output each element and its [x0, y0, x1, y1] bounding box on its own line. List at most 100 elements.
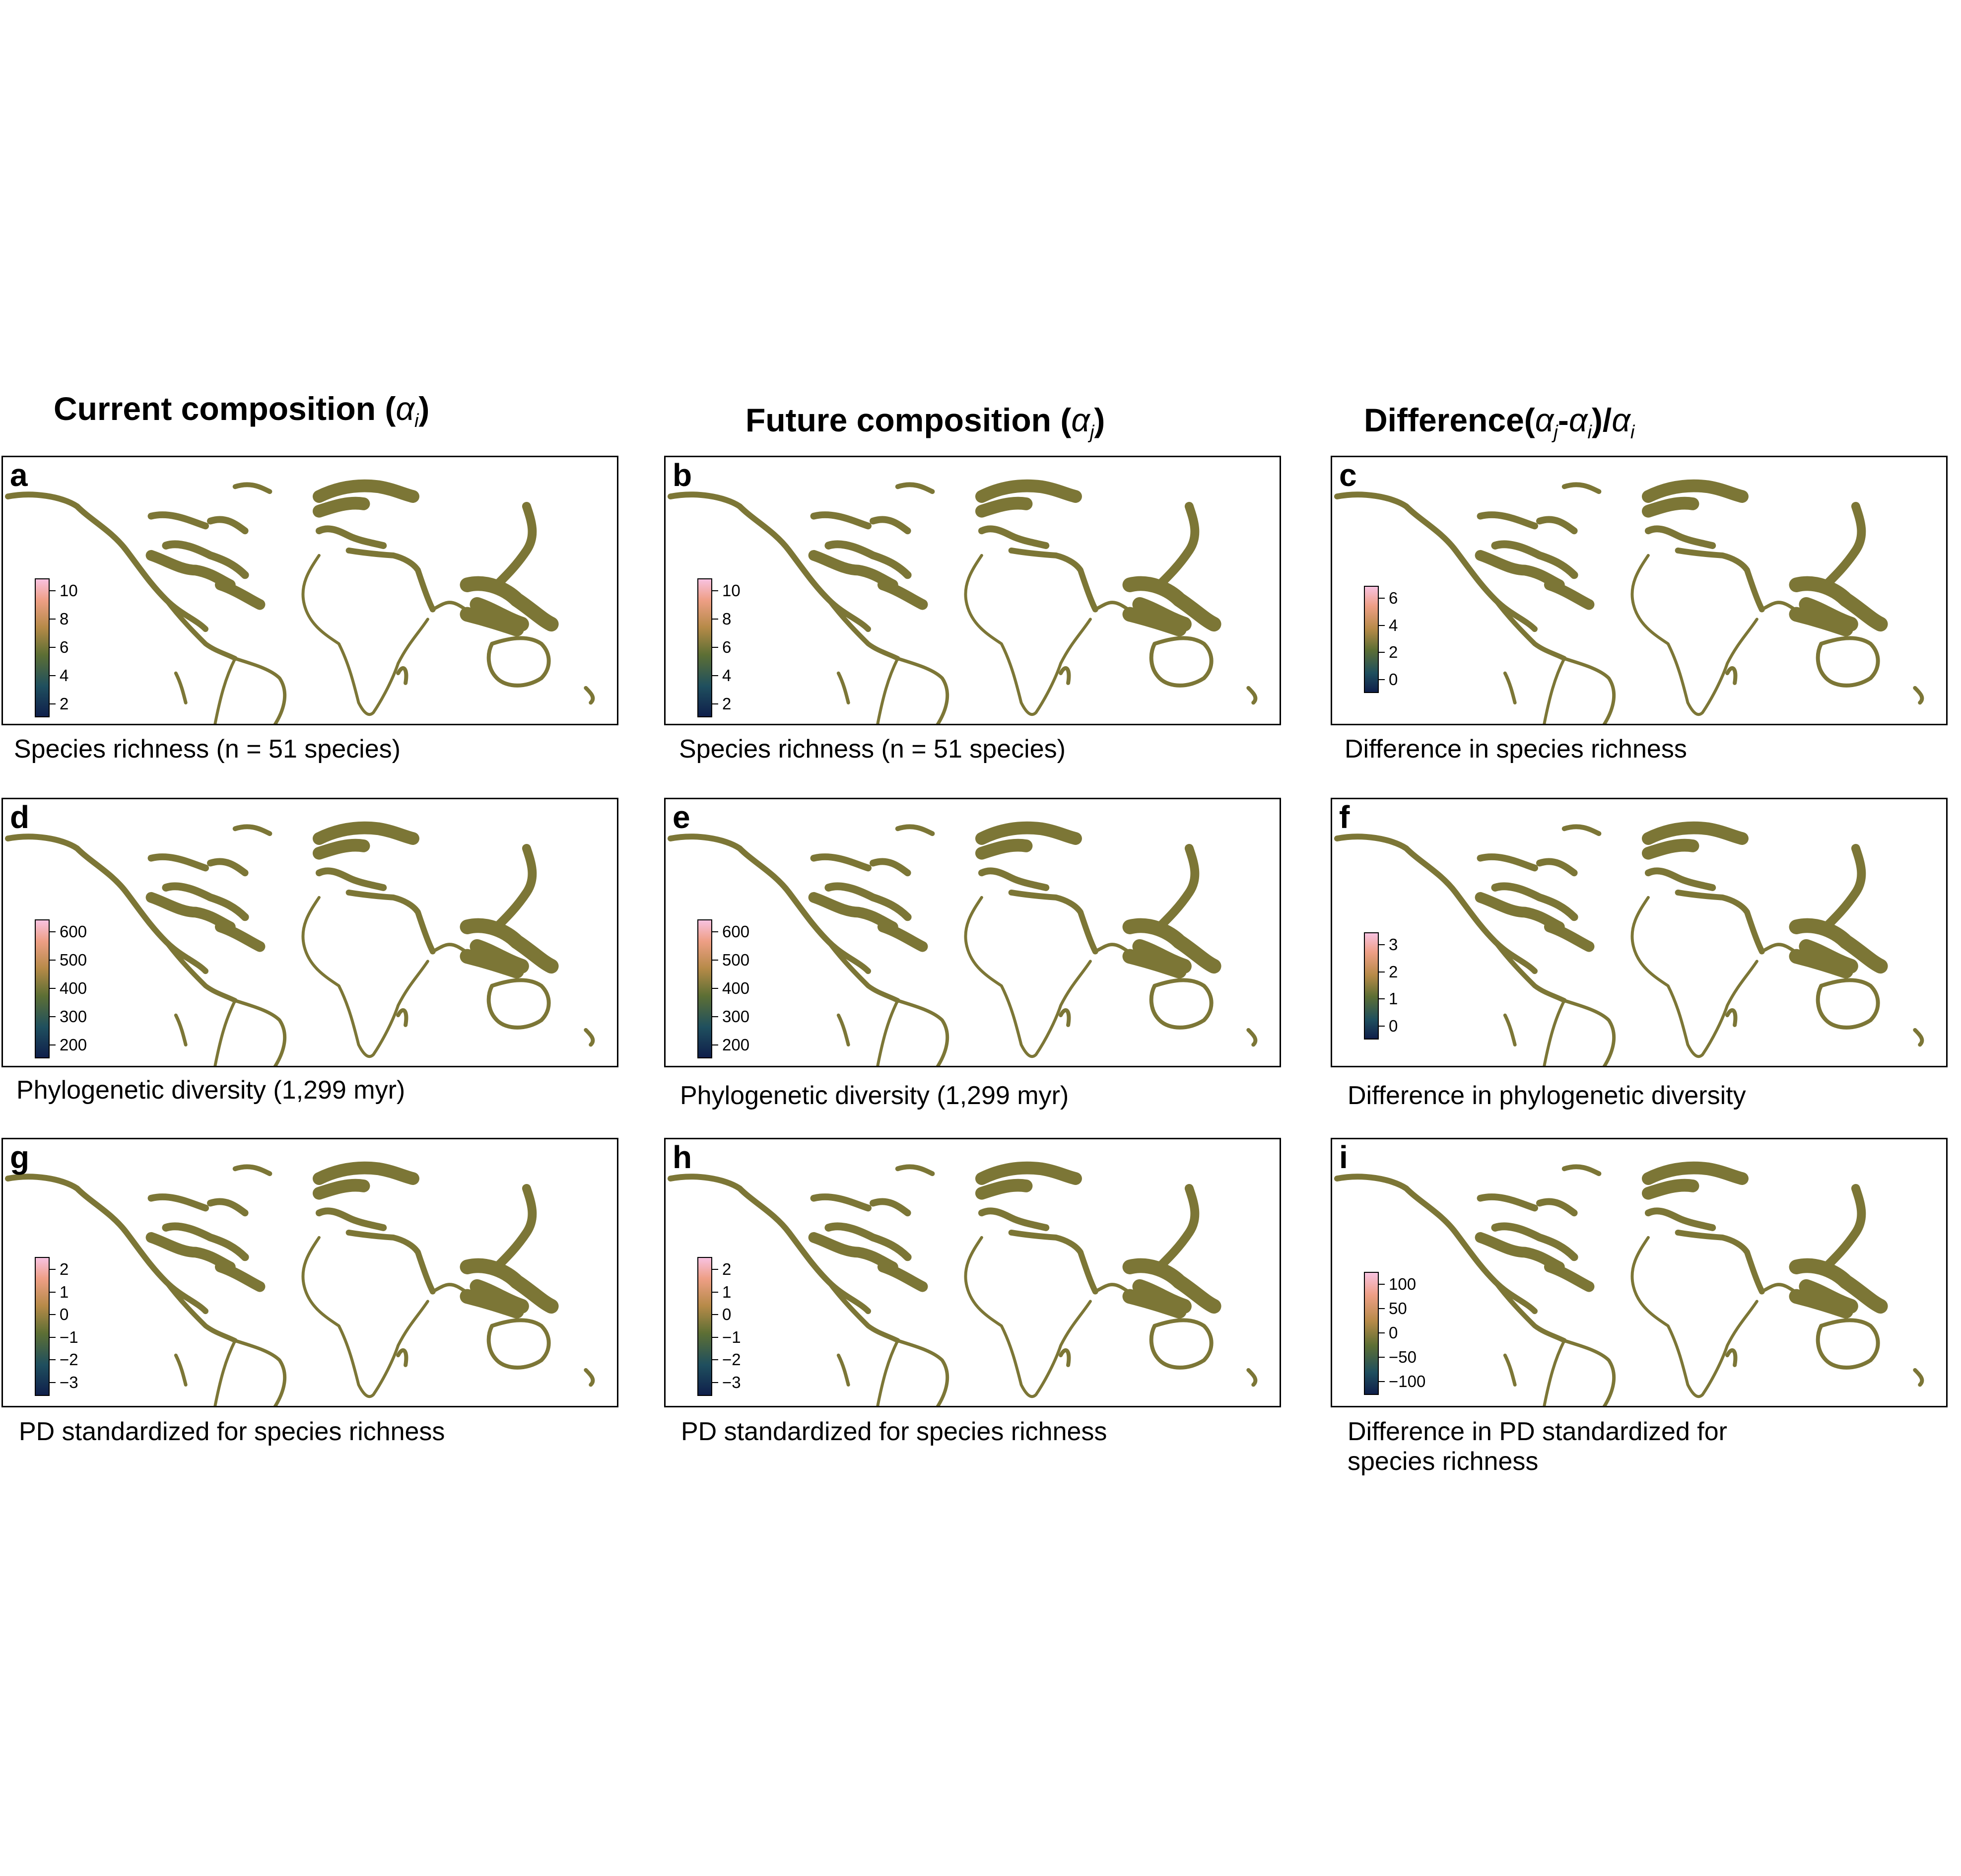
legend-colorbar: [1364, 932, 1379, 1040]
legend-tick-label: 50: [1389, 1299, 1407, 1318]
map-panel-c: .c1{stroke:#12274f;stroke-linecap:round;…: [1331, 456, 1948, 725]
panel-caption: Difference in phylogenetic diversity: [1348, 1081, 1746, 1110]
legend-tick: [49, 647, 56, 648]
legend-tick: [49, 1016, 56, 1017]
map-panel-i: .c1{stroke:#7c7636;stroke-linecap:round;…: [1331, 1138, 1948, 1407]
legend-tick-label: 6: [722, 638, 732, 656]
legend-tick-label: 200: [60, 1036, 87, 1054]
legend-tick-label: 2: [1389, 962, 1398, 981]
legend-tick: [711, 619, 718, 620]
legend-tick-label: 1: [722, 1282, 732, 1301]
panel-label: a: [10, 457, 28, 493]
legend-tick: [1378, 652, 1385, 653]
map-panel-g: .c1{stroke:#1f4e5d;stroke-linecap:round;…: [1, 1138, 618, 1407]
legend-tick: [49, 1336, 56, 1338]
coastline-map: .c1{stroke:#12274f;stroke-linecap:round;…: [1332, 799, 1946, 1066]
legend-tick-label: 500: [60, 951, 87, 969]
legend-tick-label: 4: [1389, 616, 1398, 634]
legend-tick: [1378, 1284, 1385, 1285]
panel-label: b: [673, 457, 692, 493]
legend-tick: [711, 1314, 718, 1316]
map-panel-b: .c1{stroke:#10224f;stroke-linecap:round;…: [664, 456, 1281, 725]
legend-tick: [49, 1382, 56, 1383]
legend-tick: [49, 1044, 56, 1045]
legend-tick: [711, 1359, 718, 1361]
legend-tick-label: 0: [60, 1305, 69, 1324]
legend-tick-label: 400: [60, 979, 87, 997]
legend-tick: [711, 675, 718, 676]
legend-tick: [49, 675, 56, 676]
legend-tick: [1378, 971, 1385, 973]
legend-tick-label: 1: [1389, 989, 1398, 1008]
coastline-map: .c1{stroke:#1f4e5d;stroke-linecap:round;…: [3, 1139, 617, 1406]
legend-tick-label: −3: [722, 1373, 741, 1391]
coastline-map: .c1{stroke:#10224f;stroke-linecap:round;…: [3, 457, 617, 724]
panel-caption: Species richness (n = 51 species): [679, 735, 1066, 764]
panel-caption: Difference in PD standardized for species…: [1348, 1417, 1727, 1476]
legend-tick: [711, 590, 718, 591]
panel-label: d: [10, 799, 30, 835]
legend-colorbar: [1364, 1272, 1379, 1395]
legend-colorbar: [697, 578, 712, 717]
legend-colorbar: [697, 1257, 712, 1396]
legend-tick-label: 300: [722, 1007, 750, 1026]
column-title-difference: Difference(αj-αi)/αi: [1364, 402, 1635, 443]
legend-tick-label: 2: [60, 695, 69, 713]
map-panel-a: .c1{stroke:#10224f;stroke-linecap:round;…: [1, 456, 618, 725]
legend-tick-label: −100: [1389, 1372, 1426, 1390]
legend-tick-label: 0: [1389, 1017, 1398, 1035]
legend-tick-label: 2: [722, 1260, 732, 1278]
legend-tick-label: 500: [722, 951, 750, 969]
legend-tick-label: −50: [1389, 1348, 1417, 1366]
legend-tick-label: −1: [60, 1327, 78, 1346]
legend-tick: [711, 1269, 718, 1270]
panel-caption: Species richness (n = 51 species): [14, 735, 401, 764]
legend-tick-label: 2: [722, 695, 732, 713]
legend-tick-label: −3: [60, 1373, 78, 1391]
coastline-map: .c1{stroke:#10224f;stroke-linecap:round;…: [3, 799, 617, 1066]
legend-tick: [711, 931, 718, 932]
map-panel-h: .c1{stroke:#1f4e5d;stroke-linecap:round;…: [664, 1138, 1281, 1407]
legend-tick: [49, 1314, 56, 1316]
legend-tick: [711, 960, 718, 961]
map-panel-d: .c1{stroke:#10224f;stroke-linecap:round;…: [1, 798, 618, 1067]
legend-tick-label: −1: [722, 1327, 741, 1346]
legend-tick-label: 3: [1389, 935, 1398, 954]
coastline-map: .c1{stroke:#1f4e5d;stroke-linecap:round;…: [666, 1139, 1280, 1406]
legend-tick-label: 4: [60, 666, 69, 685]
panel-caption: Difference in species richness: [1345, 735, 1687, 764]
coastline-map: .c1{stroke:#7c7636;stroke-linecap:round;…: [1332, 1139, 1946, 1406]
legend-tick: [49, 1291, 56, 1293]
legend-colorbar: [35, 1257, 50, 1396]
panel-label: f: [1339, 799, 1350, 835]
legend-tick: [711, 1016, 718, 1017]
legend-tick-label: 4: [722, 666, 732, 685]
coastline-map: .c1{stroke:#12274f;stroke-linecap:round;…: [1332, 457, 1946, 724]
legend-tick: [1378, 1332, 1385, 1333]
legend-tick: [1378, 679, 1385, 680]
legend-tick: [711, 988, 718, 989]
legend-tick-label: 6: [60, 638, 69, 656]
legend-colorbar: [697, 919, 712, 1058]
legend-tick: [711, 1044, 718, 1045]
legend-tick-label: 600: [722, 922, 750, 941]
legend-tick: [49, 703, 56, 704]
legend-tick: [49, 960, 56, 961]
legend-colorbar: [35, 578, 50, 717]
legend-tick: [49, 988, 56, 989]
legend-tick-label: 200: [722, 1036, 750, 1054]
legend-tick-label: 2: [1389, 643, 1398, 662]
legend-tick: [1378, 1381, 1385, 1382]
map-panel-f: .c1{stroke:#12274f;stroke-linecap:round;…: [1331, 798, 1948, 1067]
legend-tick: [49, 619, 56, 620]
legend-tick: [1378, 625, 1385, 626]
legend-colorbar: [1364, 586, 1379, 693]
legend-tick: [1378, 944, 1385, 945]
legend-tick-label: 600: [60, 922, 87, 941]
legend-tick-label: 8: [60, 610, 69, 628]
panel-label: h: [673, 1139, 692, 1175]
legend-tick-label: 100: [1389, 1275, 1417, 1293]
legend-tick: [711, 703, 718, 704]
legend-tick-label: 300: [60, 1007, 87, 1026]
legend-tick: [49, 1359, 56, 1361]
